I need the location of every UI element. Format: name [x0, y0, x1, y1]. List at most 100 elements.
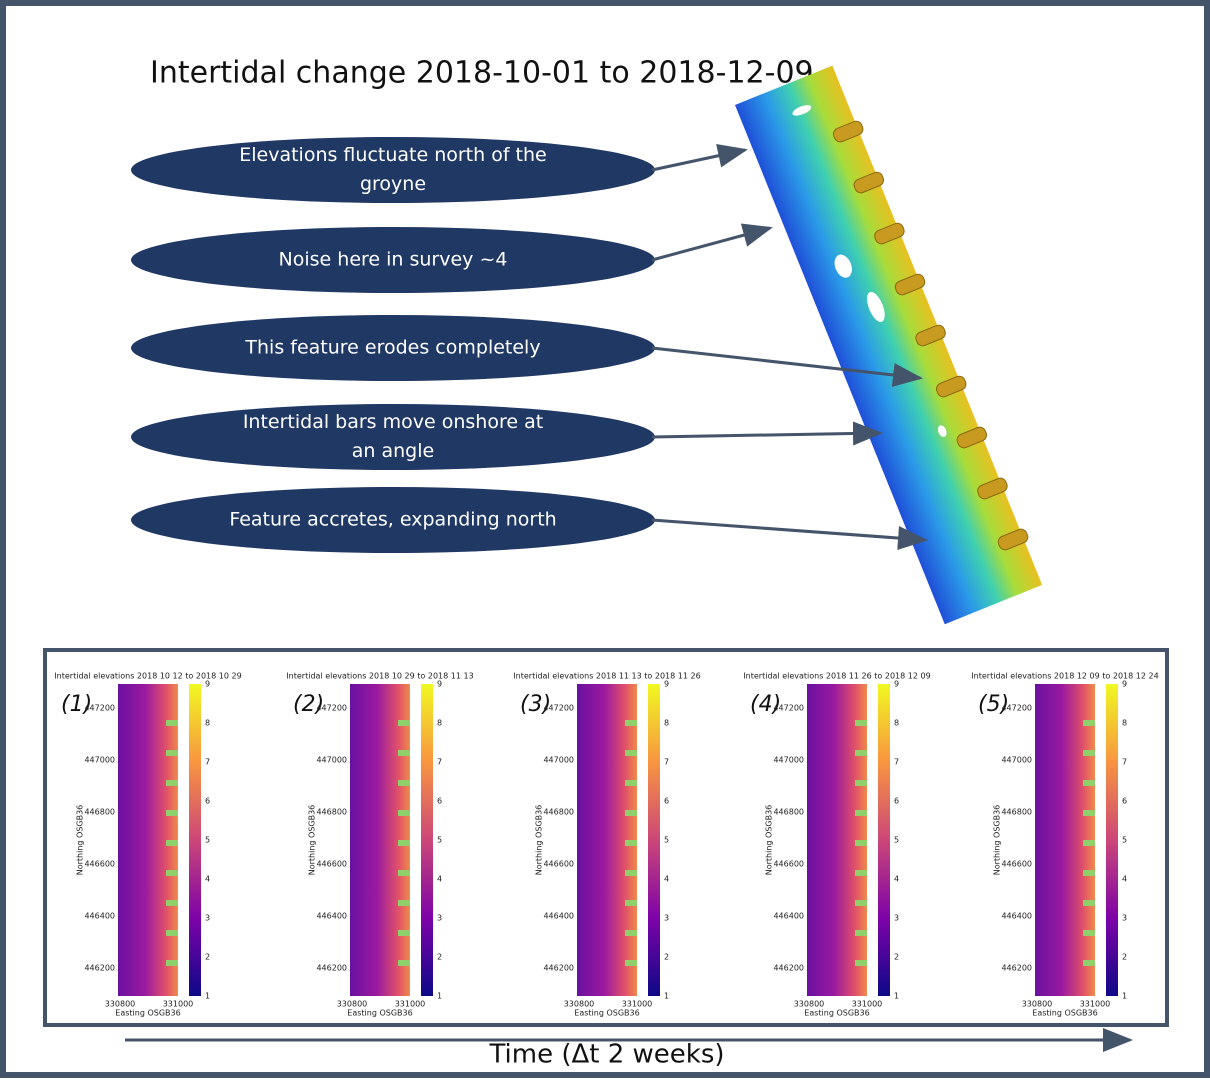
callout-arrow — [651, 346, 923, 387]
y-tick-label: 446400 — [84, 912, 115, 921]
groyne — [398, 870, 410, 876]
y-tick-label: 446800 — [1001, 808, 1032, 817]
groyne — [625, 870, 637, 876]
y-tick-label: 446400 — [1001, 912, 1032, 921]
colorbar-tick-label: 8 — [894, 719, 899, 728]
y-tick-label: 446600 — [543, 860, 574, 869]
groyne — [855, 780, 867, 786]
groyne — [625, 780, 637, 786]
x-tick-label: 331000 — [622, 1000, 653, 1009]
panel: Intertidal elevations 2018 11 26 to 2018… — [743, 672, 930, 1018]
callout-bubble — [131, 487, 655, 553]
groyne — [625, 750, 637, 756]
groyne — [398, 930, 410, 936]
y-axis-label: Northing OSGB36 — [308, 805, 317, 876]
colorbar-tick-label: 9 — [894, 680, 899, 689]
x-tick-label: 330800 — [794, 1000, 825, 1009]
colorbar-tick-label: 5 — [894, 836, 899, 845]
colorbar-tick-label: 1 — [437, 992, 442, 1001]
groyne — [166, 750, 178, 756]
callout-text: an angle — [352, 440, 434, 462]
y-axis-label: Northing OSGB36 — [765, 805, 774, 876]
x-tick-label: 331000 — [163, 1000, 194, 1009]
colorbar-tick-label: 6 — [205, 797, 210, 806]
y-tick-label: 446800 — [773, 808, 804, 817]
colorbar-tick-label: 3 — [437, 914, 442, 923]
y-tick-label: 446800 — [543, 808, 574, 817]
colorbar — [648, 684, 660, 996]
y-tick-label: 446400 — [316, 912, 347, 921]
callout-arrow — [651, 223, 773, 262]
colorbar-tick-label: 5 — [664, 836, 669, 845]
panel-title: Intertidal elevations 2018 10 29 to 2018… — [286, 672, 473, 681]
colorbar-tick-label: 9 — [205, 680, 210, 689]
y-tick-label: 447200 — [84, 704, 115, 713]
x-axis-label: Easting OSGB36 — [1032, 1009, 1097, 1018]
x-tick-label: 331000 — [852, 1000, 883, 1009]
colorbar-tick-label: 5 — [437, 836, 442, 845]
colorbar-tick-label: 5 — [1122, 836, 1127, 845]
panel-label: (3) — [520, 692, 551, 717]
callout-text: Elevations fluctuate north of the — [239, 144, 547, 166]
groyne — [1083, 960, 1095, 966]
callout-text: Intertidal bars move onshore at — [243, 411, 543, 433]
colorbar-tick-label: 6 — [437, 797, 442, 806]
callout-arrow — [651, 421, 883, 446]
colorbar — [878, 684, 890, 996]
colorbar-tick-label: 2 — [205, 953, 210, 962]
colorbar-tick-label: 4 — [205, 875, 210, 884]
x-tick-label: 330800 — [105, 1000, 136, 1009]
groyne — [166, 900, 178, 906]
y-tick-label: 446200 — [543, 964, 574, 973]
x-axis-label: Easting OSGB36 — [804, 1009, 869, 1018]
y-tick-label: 446200 — [1001, 964, 1032, 973]
y-tick-label: 446400 — [773, 912, 804, 921]
panel: Intertidal elevations 2018 10 12 to 2018… — [54, 672, 241, 1018]
y-axis-label: Northing OSGB36 — [76, 805, 85, 876]
groyne — [398, 810, 410, 816]
colorbar-tick-label: 1 — [664, 992, 669, 1001]
y-tick-label: 447000 — [1001, 756, 1032, 765]
groyne — [625, 960, 637, 966]
x-tick-label: 331000 — [1080, 1000, 1111, 1009]
groyne — [398, 780, 410, 786]
y-tick-label: 446200 — [773, 964, 804, 973]
panel-label: (5) — [978, 692, 1009, 717]
colorbar-tick-label: 7 — [894, 758, 899, 767]
groyne — [625, 900, 637, 906]
groyne — [398, 960, 410, 966]
y-tick-label: 446600 — [84, 860, 115, 869]
colorbar-tick-label: 2 — [1122, 953, 1127, 962]
groyne — [855, 840, 867, 846]
panel-title: Intertidal elevations 2018 11 26 to 2018… — [743, 672, 930, 681]
groyne — [166, 720, 178, 726]
x-tick-label: 330800 — [337, 1000, 368, 1009]
groyne — [398, 750, 410, 756]
colorbar-tick-label: 2 — [894, 953, 899, 962]
colorbar-tick-label: 3 — [1122, 914, 1127, 923]
colorbar-tick-label: 8 — [664, 719, 669, 728]
y-tick-label: 447000 — [84, 756, 115, 765]
panel: Intertidal elevations 2018 11 13 to 2018… — [513, 672, 700, 1018]
colorbar-tick-label: 3 — [664, 914, 669, 923]
groyne — [1083, 840, 1095, 846]
groyne — [1083, 750, 1095, 756]
groyne — [855, 930, 867, 936]
colorbar-tick-label: 8 — [205, 719, 210, 728]
x-axis-label: Easting OSGB36 — [115, 1009, 180, 1018]
panel-frame — [43, 648, 1169, 1027]
colorbar-tick-label: 7 — [205, 758, 210, 767]
colorbar-tick-label: 6 — [1122, 797, 1127, 806]
colorbar-tick-label: 8 — [437, 719, 442, 728]
colorbar-tick-label: 9 — [664, 680, 669, 689]
beach-surface — [735, 65, 1043, 625]
panel-title: Intertidal elevations 2018 10 12 to 2018… — [54, 672, 241, 681]
y-tick-label: 447200 — [1001, 704, 1032, 713]
callout-text: Noise here in survey ~4 — [279, 249, 508, 271]
y-tick-label: 446800 — [84, 808, 115, 817]
colorbar-tick-label: 9 — [1122, 680, 1127, 689]
time-axis-label: Time (Δt 2 weeks) — [488, 1040, 724, 1070]
colorbar-tick-label: 7 — [1122, 758, 1127, 767]
colorbar-tick-label: 3 — [205, 914, 210, 923]
panel-title: Intertidal elevations 2018 11 13 to 2018… — [513, 672, 700, 681]
